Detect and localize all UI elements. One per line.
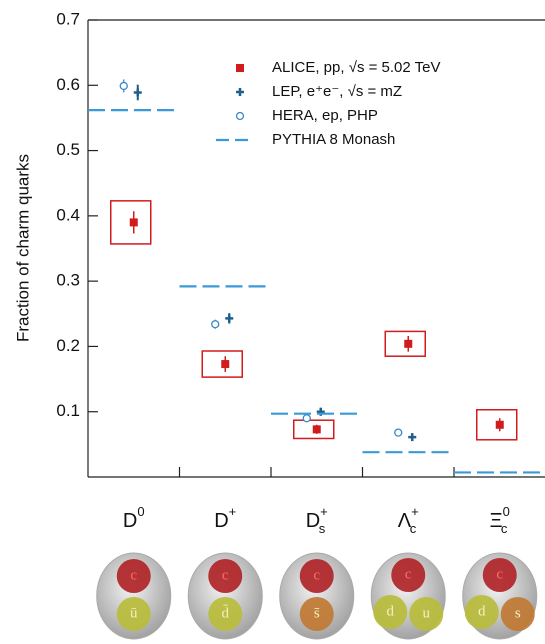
hadron-shell — [96, 552, 172, 640]
label-sub: c — [501, 521, 508, 536]
quark-label: s — [515, 605, 521, 621]
hadron-icon: c d s — [462, 552, 538, 640]
legend-marker — [236, 88, 244, 96]
marker — [221, 360, 230, 369]
quark — [500, 597, 535, 631]
quark — [464, 595, 499, 629]
y-tick-label: 0.6 — [56, 75, 80, 94]
quark — [116, 559, 151, 593]
label-sup: + — [229, 504, 237, 519]
syst-box — [476, 409, 518, 441]
x-tick-label: Λ+ c — [398, 504, 419, 536]
label-sub: s — [319, 521, 326, 536]
quark — [299, 559, 334, 593]
hadron-icon: c d̄ — [187, 552, 263, 640]
hadron-shell — [187, 552, 263, 640]
hadron-icon: cū — [96, 552, 172, 640]
quark — [116, 597, 151, 631]
quark — [482, 558, 517, 592]
marker — [394, 428, 403, 437]
legend-label: LEP, e⁺e⁻, √s = mZ — [272, 83, 402, 100]
quark-label: ū — [130, 605, 138, 621]
quark-label: u — [423, 605, 431, 621]
marker — [129, 218, 138, 227]
marker — [495, 420, 504, 429]
y-tick-label: 0.1 — [56, 401, 80, 420]
syst-box — [293, 419, 335, 440]
syst-box — [384, 330, 426, 357]
quark — [208, 559, 243, 593]
x-tick-label: Ξ0 c — [490, 504, 510, 536]
syst-box — [201, 350, 243, 378]
label-base: D — [214, 510, 228, 532]
marker — [302, 414, 311, 423]
marker — [225, 314, 234, 323]
y-axis-label: Fraction of charm quarks — [13, 154, 32, 342]
legend-marker — [236, 64, 244, 72]
quark — [299, 597, 334, 631]
marker — [404, 339, 413, 348]
quark-label: d̄ — [222, 605, 230, 621]
marker — [133, 88, 142, 97]
legend-label: PYTHIA 8 Monash — [272, 131, 395, 148]
hadron-icon: c s̄ — [279, 552, 355, 640]
quark-label: d — [387, 603, 395, 619]
label-sup: 0 — [137, 504, 144, 519]
hadron-shell — [279, 552, 355, 640]
hadron-icon: c d u — [370, 552, 446, 640]
y-tick-label: 0.5 — [56, 140, 80, 159]
quark-label: c — [130, 567, 137, 583]
marker — [119, 81, 128, 91]
quark — [373, 595, 408, 629]
quark-label: c — [313, 567, 320, 583]
label-sup: + — [320, 504, 328, 519]
quark-label: s̄ — [314, 605, 320, 621]
label-base: Λ — [398, 510, 412, 532]
quark-label: d — [478, 603, 486, 619]
x-tick-label: D+ s — [306, 504, 328, 536]
quark — [208, 597, 243, 631]
syst-box — [110, 200, 152, 245]
legend-label: HERA, ep, PHP — [272, 107, 378, 124]
quark-label: c — [496, 566, 503, 582]
label-sub: c — [410, 521, 417, 536]
y-tick-label: 0.4 — [56, 205, 80, 224]
label-base: D — [123, 510, 137, 532]
label-base: D — [306, 510, 320, 532]
y-tick-label: 0.7 — [56, 9, 80, 28]
quark-label: c — [222, 567, 229, 583]
quark-label: c — [405, 566, 412, 582]
y-tick-label: 0.2 — [56, 336, 80, 355]
marker — [408, 433, 417, 442]
label-sup: 0 — [503, 504, 510, 519]
quark — [391, 558, 426, 592]
legend-marker — [235, 111, 245, 121]
label-sup: + — [411, 504, 419, 519]
label-base: Ξ — [490, 510, 503, 532]
quark — [409, 597, 444, 631]
legend-label: ALICE, pp, √s = 5.02 TeV — [272, 59, 440, 76]
y-tick-label: 0.3 — [56, 271, 80, 290]
x-tick-label: D+ — [214, 504, 236, 532]
x-tick-label: D0 — [123, 504, 145, 532]
marker — [312, 425, 321, 434]
marker — [211, 320, 220, 329]
